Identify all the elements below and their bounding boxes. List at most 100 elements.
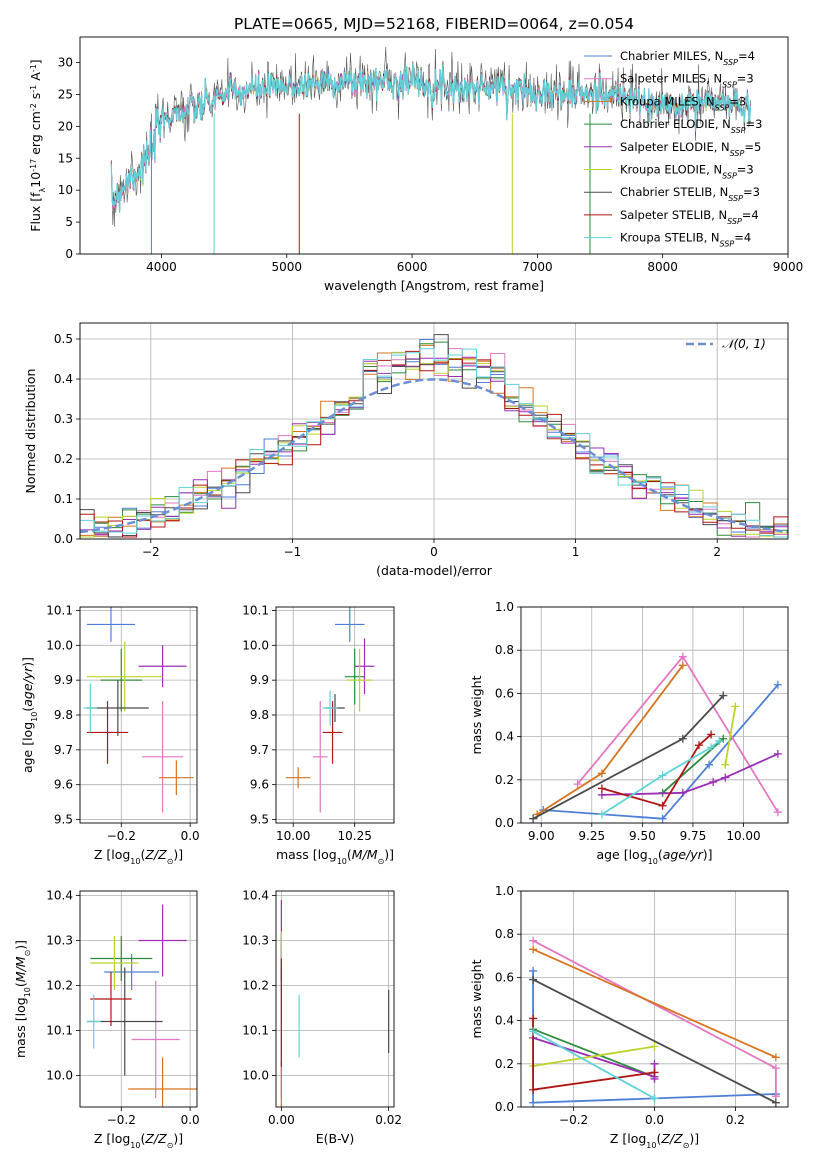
weight-series-line: [532, 1028, 655, 1078]
weight-marker: [529, 945, 538, 954]
y-tick-label: 10.1: [242, 1024, 269, 1038]
weight-marker: [707, 743, 716, 752]
z-age-plot: −0.2 0.0 9.5 9.6 9.7 9.8 9.9 10.0 10.1 Z [log10​(…: [20, 603, 200, 865]
y-tick-label: 10.4: [46, 889, 73, 903]
legend-label: Salpeter STELIB, NSSP=4: [620, 208, 759, 226]
x-axis-label: mass [log10​(M/M⊙​)]: [276, 847, 394, 866]
weight-series-line: [532, 1030, 655, 1100]
weight-marker: [529, 966, 538, 975]
y-tick-label: 9.8: [250, 708, 269, 722]
y-tick-label: 0.2: [54, 452, 73, 466]
x-tick-label: 9.25: [578, 829, 605, 843]
legend-label: Chabrier STELIB, NSSP=3: [620, 185, 760, 203]
weight-series-line: [536, 664, 684, 816]
weight-series-line: [601, 740, 720, 816]
plot-area: [86, 904, 197, 1107]
y-tick-label: 25: [58, 87, 73, 101]
legend-label: Kroupa STELIB, NSSP=4: [620, 231, 751, 249]
legend-label: Salpeter MILES, NSSP=3: [620, 72, 754, 90]
weight-marker: [771, 1053, 780, 1062]
legend-label: Kroupa ELODIE, NSSP=3: [620, 163, 754, 181]
age-weight-plot: 9.00 9.25 9.50 9.75 10.00 0.0 0.2 0.4 0.6 0.8 1.0 a…: [469, 600, 789, 866]
weight-marker: [771, 1098, 780, 1107]
y-tick-label: 1.0: [495, 600, 514, 614]
x-tick-label: 1: [572, 545, 580, 559]
weight-marker: [529, 936, 538, 945]
x-axis-label: wavelength [Angstrom, rest frame]: [324, 278, 544, 293]
spectrum-plot: 4000 5000 6000 7000 8000 9000 0 5 10 15 20 25 30 wave…: [28, 36, 803, 293]
weight-marker: [650, 1059, 659, 1068]
y-tick-label: 10.1: [242, 603, 269, 617]
x-tick-label: 6000: [397, 260, 428, 274]
y-tick-label: 9.9: [54, 673, 73, 687]
y-tick-label: 0.3: [54, 412, 73, 426]
y-tick-label: 0.4: [495, 1014, 514, 1028]
legend-label: Chabrier MILES, NSSP=4: [620, 49, 755, 67]
weight-marker: [529, 1085, 538, 1094]
y-tick-label: 9.6: [250, 778, 269, 792]
weight-marker: [573, 780, 582, 789]
weight-marker: [721, 773, 730, 782]
y-axis-label: Normed distribution: [23, 369, 38, 494]
x-tick-label: 0.00: [268, 1113, 295, 1127]
weight-marker: [721, 760, 730, 769]
weight-marker: [529, 814, 538, 823]
y-tick-label: 9.5: [250, 813, 269, 827]
y-tick-label: 0.5: [54, 332, 73, 346]
weight-marker: [695, 741, 703, 750]
x-tick-label: −1: [284, 545, 302, 559]
weight-marker: [709, 777, 718, 786]
y-tick-label: 9.6: [54, 778, 73, 792]
x-tick-label: 0.0: [181, 829, 200, 843]
x-axis-label: Z [log10​(Z/Z⊙​)]: [610, 1131, 699, 1150]
weight-marker: [773, 680, 782, 689]
x-tick-label: 9.75: [680, 829, 707, 843]
x-tick-label: −0.2: [107, 1113, 136, 1127]
y-tick-label: 0.0: [54, 532, 73, 546]
axes-frame: [275, 890, 395, 1108]
figure-title: PLATE=0665, MJD=52168, FIBERID=0064, z=0…: [234, 15, 634, 33]
weight-series-line: [532, 1045, 655, 1067]
weight-marker: [597, 784, 606, 793]
y-tick-label: 10.3: [242, 934, 269, 948]
weight-marker: [773, 808, 782, 817]
weight-marker: [705, 760, 714, 769]
plot-area: [529, 652, 782, 823]
y-tick-label: 30: [58, 56, 73, 70]
weight-marker: [678, 734, 687, 743]
x-tick-label: 7000: [522, 260, 553, 274]
y-tick-label: 10.0: [46, 638, 73, 652]
weight-marker: [678, 661, 687, 670]
legend-label: Chabrier ELODIE, NSSP=3: [620, 117, 762, 135]
y-tick-label: 10.0: [242, 638, 269, 652]
weight-marker: [773, 749, 782, 758]
weight-marker: [719, 691, 728, 700]
y-tick-label: 0.1: [54, 492, 73, 506]
y-tick-label: 10.1: [46, 603, 73, 617]
y-tick-label: 9.8: [54, 708, 73, 722]
y-tick-label: 10.0: [46, 1069, 73, 1083]
axes-frame: [79, 36, 789, 255]
y-tick-label: 10.1: [46, 1024, 73, 1038]
y-tick-label: 20: [58, 119, 73, 133]
y-tick-label: 10: [58, 183, 73, 197]
y-tick-label: 0.8: [495, 927, 514, 941]
weight-marker: [597, 810, 606, 819]
weight-marker: [529, 975, 538, 984]
weight-marker: [658, 801, 667, 810]
x-axis-label: E(B-V): [316, 1131, 355, 1146]
x-tick-label: 0.02: [375, 1113, 402, 1127]
x-tick-label: 0.0: [645, 1113, 664, 1127]
mass-age-plot: 10.00 10.25 9.5 9.6 9.7 9.8 9.9 10.0 10.1 mass [l…: [242, 603, 395, 866]
y-tick-label: 0.6: [495, 686, 514, 700]
weight-marker: [658, 814, 667, 823]
x-axis-label: Z [log10​(Z/Z⊙​)]: [94, 847, 183, 866]
x-tick-label: 10.00: [276, 829, 310, 843]
weight-series-line: [532, 978, 777, 1104]
x-tick-label: 10.00: [726, 829, 760, 843]
z-weight-plot: −0.2 0.0 0.2 0.0 0.2 0.4 0.6 0.8 1.0 Z [log10​(Z/…: [469, 884, 789, 1150]
y-tick-label: 0.0: [495, 1100, 514, 1114]
weight-marker: [771, 1064, 780, 1073]
plot-area: [285, 607, 375, 813]
